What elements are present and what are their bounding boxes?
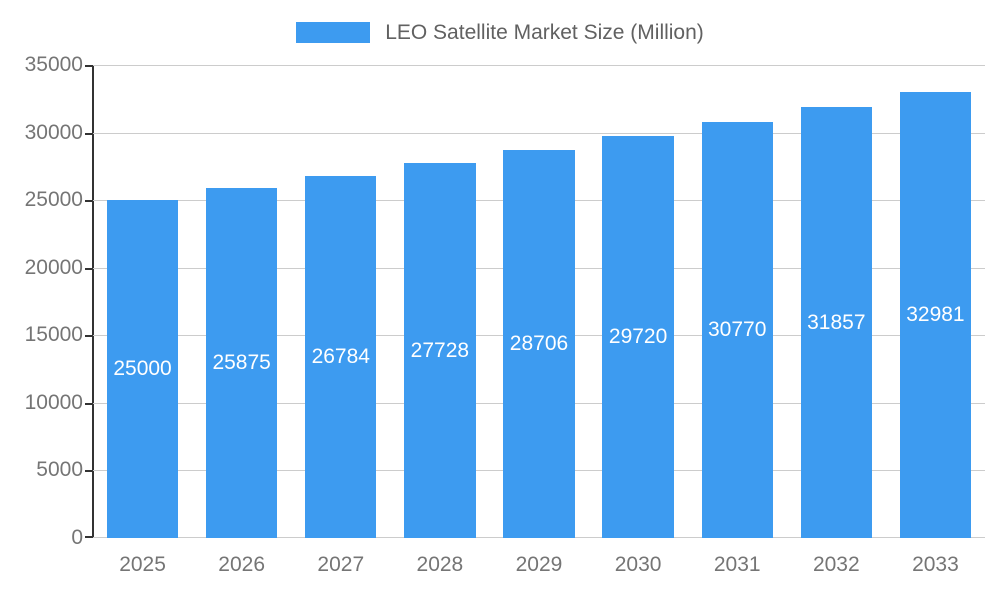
x-axis-tick-label: 2027 <box>317 553 365 576</box>
bar-2026[interactable]: 25875 <box>205 188 278 538</box>
bar-value-label: 26784 <box>311 345 370 369</box>
gridline <box>93 65 985 66</box>
bar-value-label: 25875 <box>212 351 271 375</box>
y-axis-tick <box>85 536 92 538</box>
y-axis-tick <box>85 335 92 338</box>
bar-2027[interactable]: 26784 <box>305 176 377 538</box>
bar-2030[interactable]: 29720 <box>602 136 674 538</box>
legend-swatch <box>296 22 371 43</box>
bar-value-label: 32981 <box>906 303 965 327</box>
y-axis-tick <box>85 267 92 270</box>
bar-2032[interactable]: 31857 <box>800 107 872 538</box>
x-axis-tick-label: 2029 <box>515 553 563 576</box>
bar-2031[interactable]: 30770 <box>701 122 773 538</box>
gridline <box>93 132 985 134</box>
y-axis-tick <box>85 402 92 405</box>
bar-2033[interactable]: 32981 <box>899 92 972 538</box>
bar-2028[interactable]: 27728 <box>404 163 476 538</box>
bar-2029[interactable]: 28706 <box>503 150 575 538</box>
y-axis-tick-label: 35000 <box>24 53 83 76</box>
y-axis-tick <box>85 65 92 67</box>
x-axis-tick-label: 2028 <box>416 553 464 576</box>
x-axis-tick-label: 2025 <box>119 553 166 576</box>
y-axis-tick-label: 25000 <box>24 188 83 212</box>
plot-area: 25000 25875 26784 27728 28706 29720 30770 31857… <box>85 65 985 538</box>
bar-value-label: 29720 <box>608 325 668 349</box>
bar-value-label: 27728 <box>410 338 470 362</box>
x-axis-tick-label: 2032 <box>812 553 860 576</box>
y-axis-line <box>92 65 94 538</box>
y-axis-tick-label: 10000 <box>24 390 83 414</box>
bar-value-label: 28706 <box>509 332 569 356</box>
chart-legend: LEO Satellite Market Size (Million) <box>0 21 1000 44</box>
y-axis-tick <box>85 132 92 135</box>
bar-2025[interactable]: 25000 <box>106 200 179 538</box>
x-axis-tick-label: 2031 <box>713 553 761 576</box>
bar-value-label: 30770 <box>708 318 767 342</box>
x-axis-tick-label: 2030 <box>614 553 662 576</box>
y-axis-tick-label: 5000 <box>36 458 83 482</box>
bar-value-label: 31857 <box>807 310 866 334</box>
y-axis-tick-label: 20000 <box>24 255 83 279</box>
y-axis-tick-label: 30000 <box>24 120 83 144</box>
y-axis-tick <box>85 200 92 203</box>
bar-value-label: 25000 <box>113 357 172 381</box>
x-axis-tick-label: 2033 <box>912 553 959 576</box>
y-axis-tick <box>85 470 92 473</box>
y-axis-tick-label: 0 <box>71 526 83 549</box>
x-axis-tick-label: 2026 <box>218 553 266 576</box>
legend-label: LEO Satellite Market Size (Million) <box>385 21 704 44</box>
y-axis-tick-label: 15000 <box>24 323 83 347</box>
